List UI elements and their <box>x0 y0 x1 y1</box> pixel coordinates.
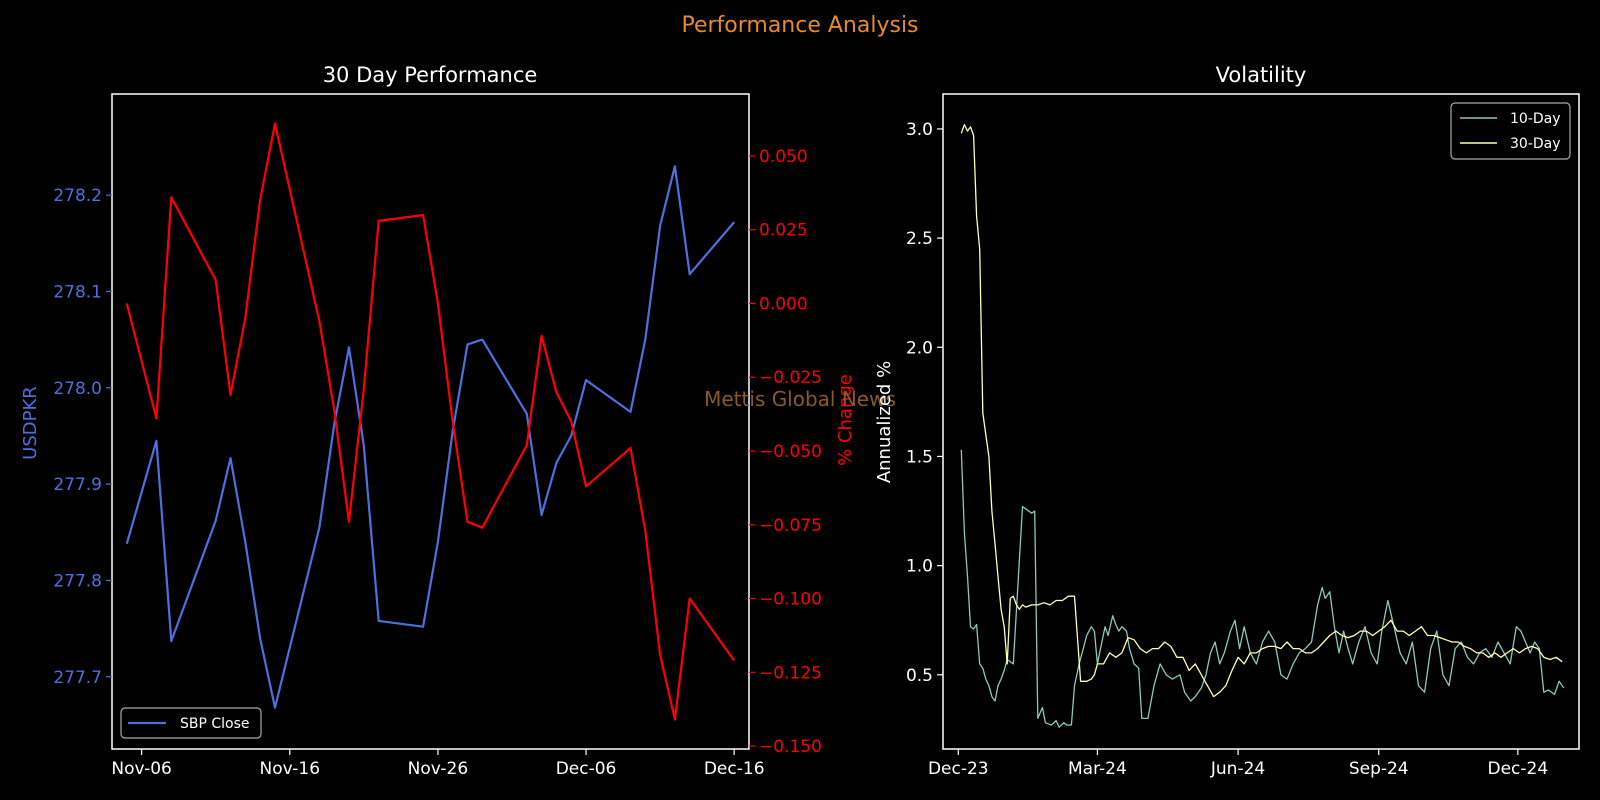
y-right-tick-label: −0.150 <box>759 737 822 757</box>
x-tick-label: Dec-06 <box>556 759 617 779</box>
y-right-tick-label: −0.025 <box>759 368 822 388</box>
series-line-pct-change <box>125 122 736 721</box>
y-right-tick-label: 0.000 <box>759 294 808 314</box>
legend-box <box>120 707 262 739</box>
y-tick-label: 277.7 <box>53 668 102 688</box>
series-line-30-day <box>960 123 1563 698</box>
x-tick-label: Sep-24 <box>1349 759 1409 779</box>
volatility-plot-frame <box>942 93 1580 750</box>
legend-label-10-day: 10-Day <box>1510 111 1561 127</box>
chart-title-volatility: Volatility <box>1216 63 1307 87</box>
y-tick-label: 0.5 <box>906 666 933 686</box>
y-tick-label: 277.9 <box>53 475 102 495</box>
y-right-tick-label: 0.025 <box>759 221 808 241</box>
y-right-tick-label: −0.075 <box>759 516 822 536</box>
y-tick-label: 277.8 <box>53 571 102 591</box>
x-tick-label: Nov-16 <box>260 759 321 779</box>
volatility-legend: 10-Day 30-Day <box>1450 102 1571 160</box>
y-tick-label: 278.2 <box>53 186 102 206</box>
y-right-tick-label: 0.050 <box>759 147 808 167</box>
x-tick-label: Dec-16 <box>704 759 765 779</box>
figure-title: Performance Analysis <box>681 13 918 38</box>
y-right-tick-label: −0.100 <box>759 590 822 610</box>
y-tick-label: 2.5 <box>906 229 933 249</box>
y-tick-label: 278.1 <box>53 282 102 302</box>
x-tick-label: Mar-24 <box>1068 759 1127 779</box>
y-axis-label-usdpkr: USDPKR <box>20 386 41 460</box>
x-tick-label: Nov-26 <box>408 759 469 779</box>
series-line-10-day <box>960 449 1565 728</box>
x-tick-label: Nov-06 <box>111 759 172 779</box>
legend-label-sbp-close: SBP Close <box>180 716 250 732</box>
y-tick-label: 2.0 <box>906 338 933 358</box>
x-tick-label: Jun-24 <box>1210 759 1265 779</box>
y-right-tick-label: −0.050 <box>759 442 822 462</box>
y-axis-label-pct-change: % Change <box>835 374 856 466</box>
performance-legend: SBP Close <box>120 707 262 739</box>
y-tick-label: 1.5 <box>906 447 933 467</box>
volatility-chart: Volatility Dec-23 Mar-24 Jun-24 Sep-24 Dec-2… <box>874 63 1580 779</box>
performance-chart: 30 Day Performance Nov-06 Nov-16 Nov-26 Dec… <box>20 63 856 779</box>
performance-plot-frame <box>111 93 750 750</box>
y-tick-label: 1.0 <box>906 557 933 577</box>
chart-title-performance: 30 Day Performance <box>323 63 538 87</box>
y-axis-label-annualized: Annualized % <box>874 361 895 483</box>
series-line-sbp-close <box>125 165 736 709</box>
legend-label-30-day: 30-Day <box>1510 136 1561 152</box>
legend-box <box>1450 102 1571 160</box>
x-tick-label: Dec-23 <box>928 759 989 779</box>
x-tick-label: Dec-24 <box>1488 759 1549 779</box>
y-tick-label: 278.0 <box>53 379 102 399</box>
y-right-tick-label: −0.125 <box>759 663 822 683</box>
y-tick-label: 3.0 <box>906 120 933 140</box>
watermark: Mettis Global News <box>704 387 896 411</box>
